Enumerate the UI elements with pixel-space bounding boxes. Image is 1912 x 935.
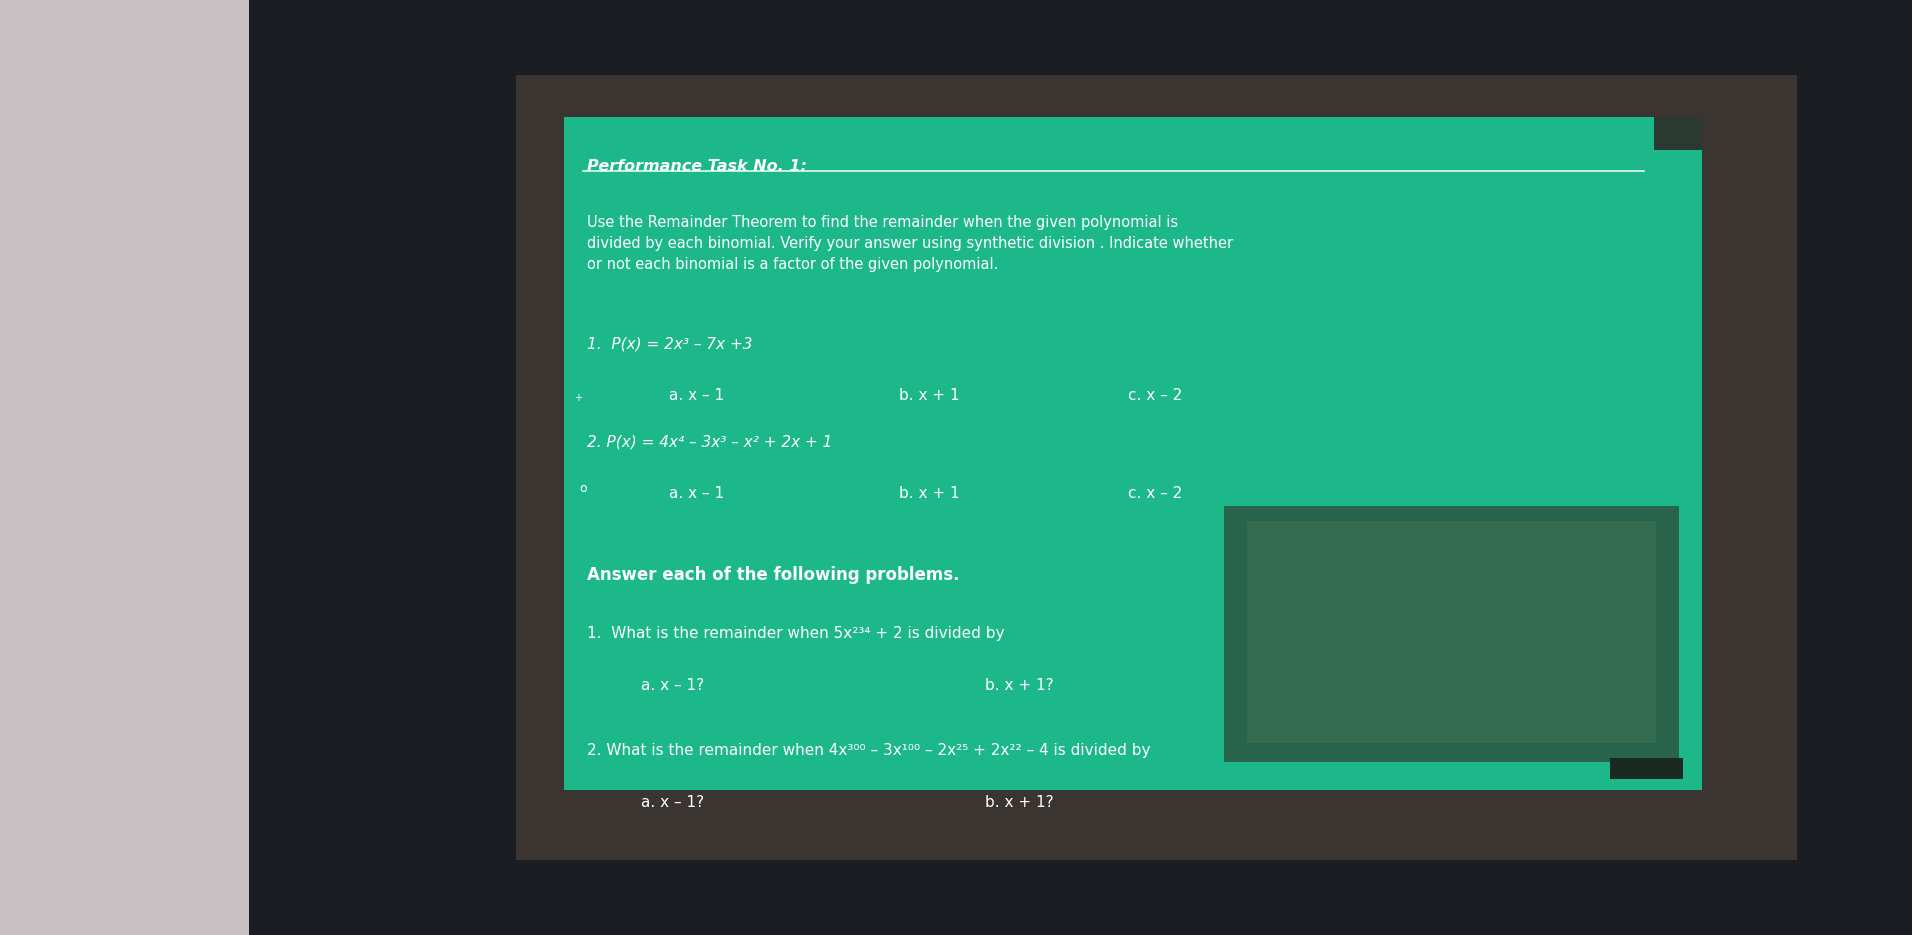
Bar [516, 75, 1797, 860]
Text: a. x – 1?: a. x – 1? [641, 678, 704, 693]
Text: b. x + 1?: b. x + 1? [985, 678, 1054, 693]
Text: b. x + 1: b. x + 1 [899, 486, 960, 501]
Text: 2. What is the remainder when 4x³⁰⁰ – 3x¹⁰⁰ – 2x²⁵ + 2x²² – 4 is divided by: 2. What is the remainder when 4x³⁰⁰ – 3x… [587, 743, 1151, 758]
Bar [1610, 758, 1683, 779]
Text: a. x – 1: a. x – 1 [669, 486, 725, 501]
Bar [1224, 506, 1679, 762]
Text: 1.  What is the remainder when 5x²³⁴ + 2 is divided by: 1. What is the remainder when 5x²³⁴ + 2 … [587, 626, 1004, 641]
Text: Performance Task No. 1:: Performance Task No. 1: [587, 159, 807, 174]
Text: 2. P(x) = 4x⁴ – 3x³ – x² + 2x + 1: 2. P(x) = 4x⁴ – 3x³ – x² + 2x + 1 [587, 435, 832, 450]
Text: +: + [574, 393, 581, 403]
Text: a. x – 1?: a. x – 1? [641, 795, 704, 810]
Text: Answer each of the following problems.: Answer each of the following problems. [587, 566, 960, 583]
Text: Use the Remainder Theorem to find the remainder when the given polynomial is
div: Use the Remainder Theorem to find the re… [587, 215, 1233, 272]
Bar [249, 0, 1912, 935]
Bar [564, 117, 1702, 790]
Bar [1247, 521, 1656, 743]
Text: c. x – 2: c. x – 2 [1128, 486, 1182, 501]
Text: b. x + 1?: b. x + 1? [985, 795, 1054, 810]
Bar [0, 0, 344, 935]
Polygon shape [153, 0, 344, 935]
Text: 1.  P(x) = 2x³ – 7x +3: 1. P(x) = 2x³ – 7x +3 [587, 337, 753, 352]
Bar [1654, 117, 1702, 150]
Text: c. x – 2: c. x – 2 [1128, 388, 1182, 403]
Text: o: o [579, 482, 587, 495]
Text: a. x – 1: a. x – 1 [669, 388, 725, 403]
Text: b. x + 1: b. x + 1 [899, 388, 960, 403]
